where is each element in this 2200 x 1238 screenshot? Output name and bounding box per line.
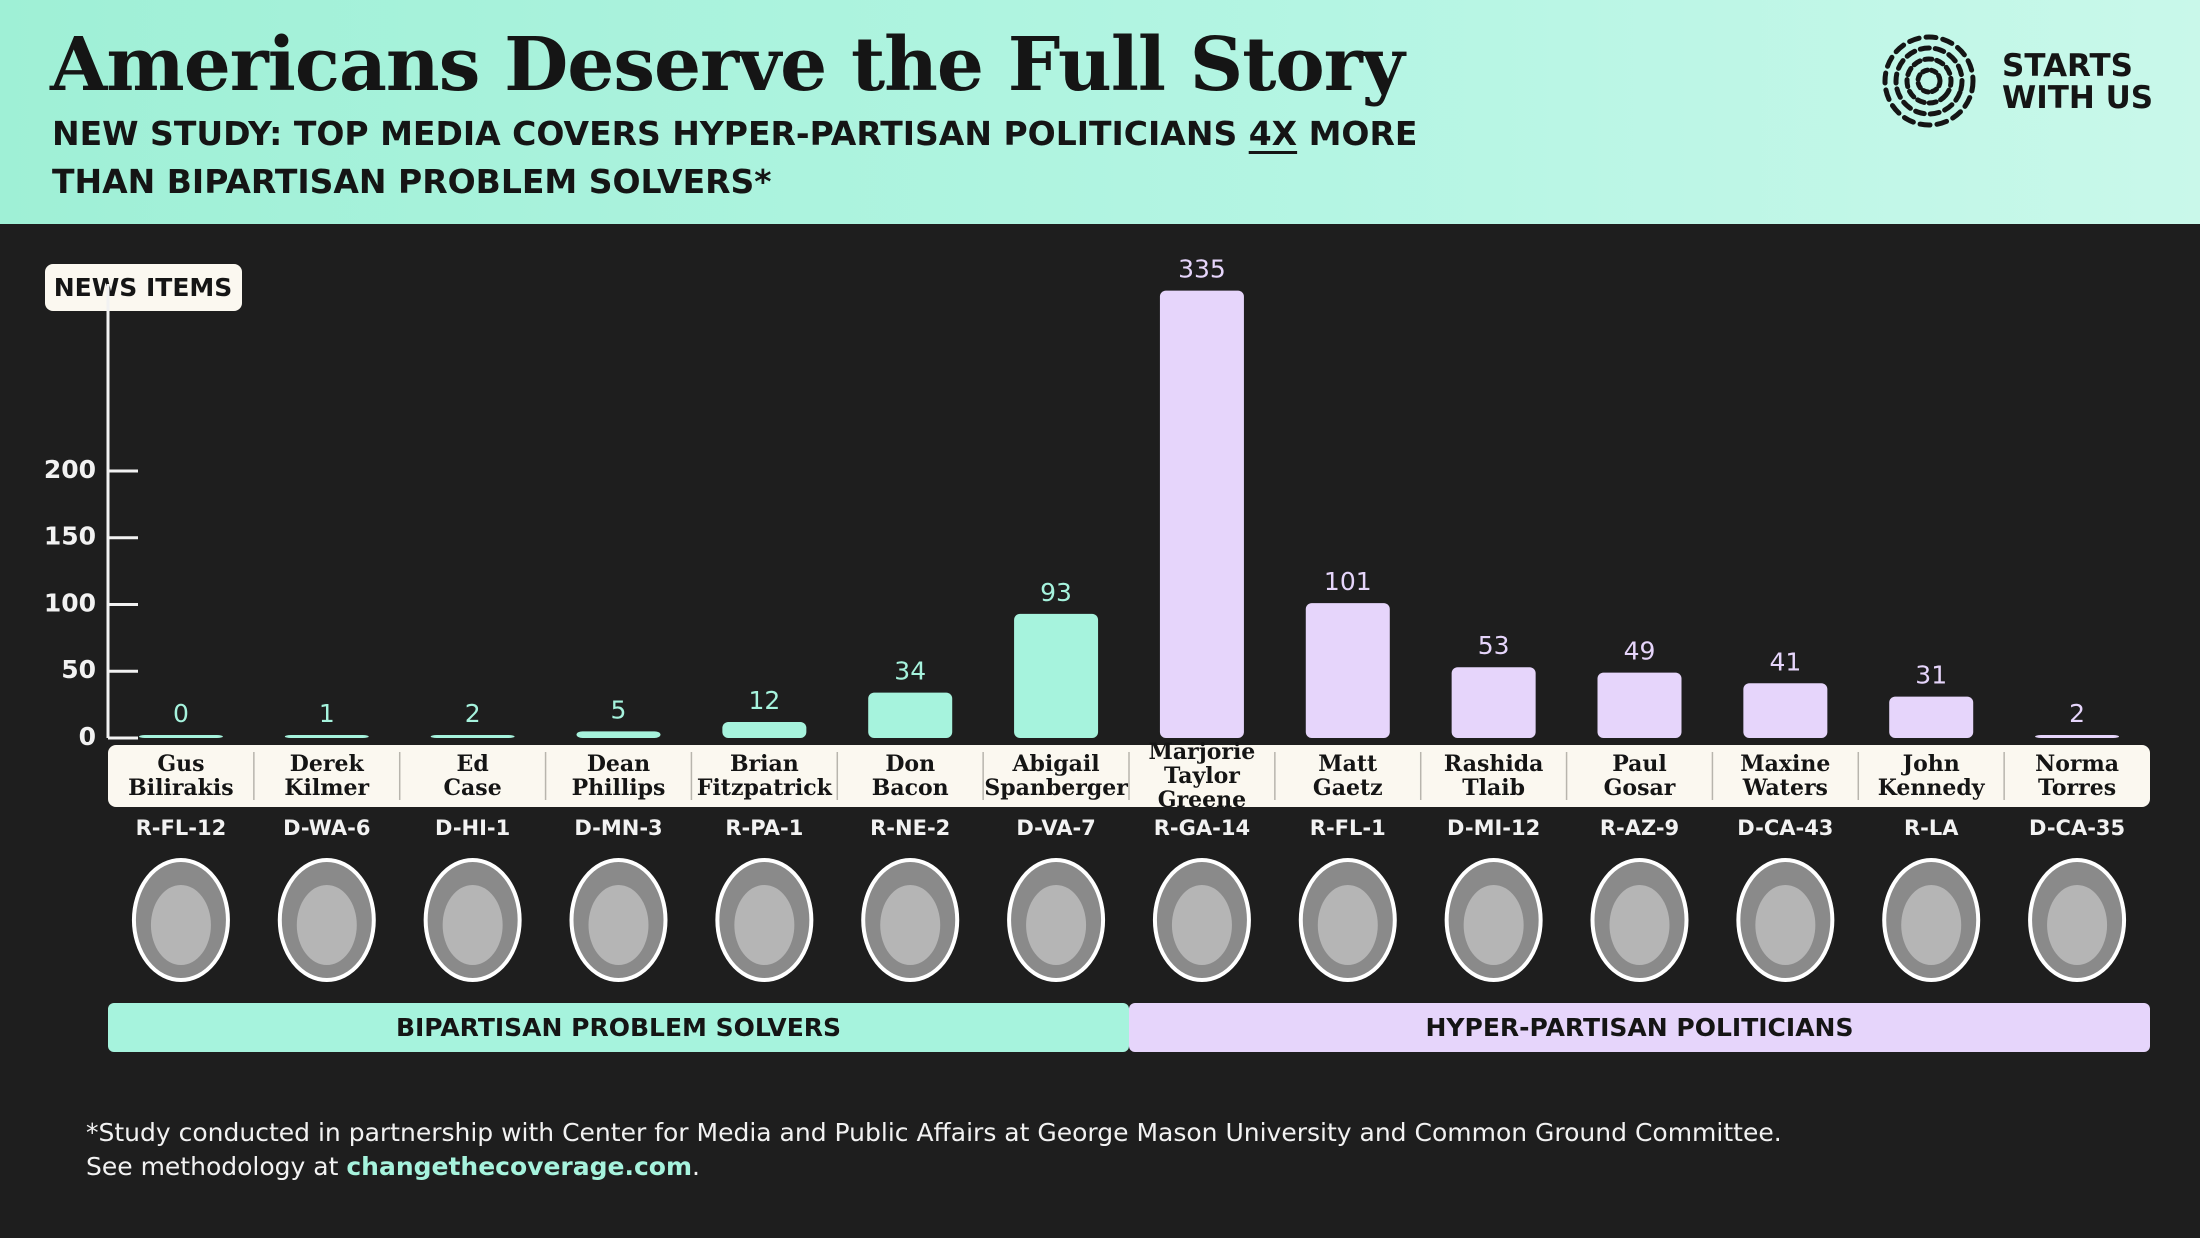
district-label: R-PA-1 bbox=[725, 816, 803, 840]
portrait-face bbox=[1317, 885, 1378, 965]
y-tick-label: 100 bbox=[44, 588, 96, 617]
category-label: Abigail Spanberger bbox=[984, 751, 1128, 801]
category-label: Dean Phillips bbox=[571, 751, 666, 801]
bar bbox=[1305, 603, 1390, 738]
value-label: 12 bbox=[748, 686, 780, 715]
category-label: Norma Torres bbox=[2035, 751, 2120, 801]
district-label: R-FL-1 bbox=[1310, 816, 1386, 840]
portrait-face bbox=[734, 885, 795, 965]
y-tick-label: 50 bbox=[61, 655, 96, 684]
district-label: R-GA-14 bbox=[1154, 816, 1250, 840]
portrait-face bbox=[1463, 885, 1524, 965]
bar bbox=[576, 731, 661, 738]
value-label: 5 bbox=[611, 695, 627, 724]
portrait-face bbox=[2047, 885, 2108, 965]
district-label: D-HI-1 bbox=[435, 816, 510, 840]
bar bbox=[1451, 667, 1536, 738]
footnote-line: *Study conducted in partnership with Cen… bbox=[86, 1118, 1782, 1147]
y-label-box bbox=[45, 264, 242, 311]
portrait-face bbox=[1171, 885, 1232, 965]
value-label: 1 bbox=[319, 699, 335, 728]
bar bbox=[1597, 672, 1682, 738]
header: Americans Deserve the Full Story NEW STU… bbox=[0, 0, 2200, 224]
legend-group: HYPER-PARTISAN POLITICIANS bbox=[1129, 1003, 2150, 1052]
value-label: 34 bbox=[894, 657, 926, 686]
bar bbox=[1889, 696, 1974, 738]
bar bbox=[868, 692, 953, 738]
category-label: Matt Gaetz bbox=[1312, 751, 1383, 801]
bar bbox=[1743, 683, 1828, 738]
district-label: D-VA-7 bbox=[1016, 816, 1095, 840]
district-label: D-CA-43 bbox=[1737, 816, 1833, 840]
logo-icon bbox=[1882, 34, 1976, 128]
bar bbox=[1159, 290, 1244, 738]
portrait-face bbox=[1026, 885, 1087, 965]
bar bbox=[138, 735, 223, 738]
value-label: 53 bbox=[1478, 631, 1510, 660]
category-label: John Kennedy bbox=[1877, 751, 1985, 801]
logo-text: STARTS WITH US bbox=[2002, 48, 2154, 116]
y-tick-label: 150 bbox=[44, 522, 96, 551]
subtitle: NEW STUDY: TOP MEDIA COVERS HYPER-PARTIS… bbox=[52, 110, 1452, 206]
value-label: 2 bbox=[2069, 699, 2085, 728]
subtitle-text: NEW STUDY: TOP MEDIA COVERS HYPER-PARTIS… bbox=[52, 114, 1249, 153]
district-label: R-FL-12 bbox=[136, 816, 227, 840]
portrait-face bbox=[150, 885, 211, 965]
legend-group: BIPARTISAN PROBLEM SOLVERS bbox=[108, 1003, 1129, 1052]
value-label: 93 bbox=[1040, 578, 1072, 607]
portrait-face bbox=[296, 885, 357, 965]
category-label: Derek Kilmer bbox=[284, 751, 370, 801]
category-label: Maxine Waters bbox=[1740, 751, 1831, 801]
portrait-face bbox=[588, 885, 649, 965]
category-label: Don Bacon bbox=[871, 751, 949, 801]
portrait-face bbox=[880, 885, 941, 965]
value-label: 2 bbox=[465, 699, 481, 728]
district-label: D-MN-3 bbox=[574, 816, 662, 840]
bar bbox=[2035, 735, 2120, 738]
bar bbox=[1014, 613, 1099, 738]
portrait-face bbox=[1755, 885, 1816, 965]
category-label: Ed Case bbox=[443, 751, 502, 801]
category-label: Gus Bilirakis bbox=[128, 751, 234, 801]
y-axis-label: NEWS ITEMS bbox=[54, 273, 233, 302]
value-label: 101 bbox=[1324, 567, 1372, 596]
value-label: 49 bbox=[1624, 637, 1656, 666]
category-label: Marjorie Taylor Greene bbox=[1148, 739, 1256, 813]
bar bbox=[284, 735, 369, 738]
category-label: Paul Gosar bbox=[1603, 751, 1676, 801]
portrait-face bbox=[1609, 885, 1670, 965]
value-label: 31 bbox=[1915, 661, 1947, 690]
footnote-text: . bbox=[692, 1152, 700, 1181]
district-label: D-MI-12 bbox=[1447, 816, 1540, 840]
category-label: Brian Fitzpatrick bbox=[696, 751, 832, 801]
subtitle-text: MORE THAN BIPARTISAN PROBLEM SOLVERS* bbox=[52, 114, 1429, 201]
bar bbox=[430, 735, 515, 738]
district-label: R-LA bbox=[1904, 816, 1959, 840]
subtitle-emphasis: 4X bbox=[1248, 114, 1298, 153]
district-label: D-WA-6 bbox=[283, 816, 370, 840]
district-label: R-NE-2 bbox=[870, 816, 950, 840]
footnote: *Study conducted in partnership with Cen… bbox=[86, 1116, 1782, 1184]
district-label: D-CA-35 bbox=[2029, 816, 2125, 840]
footnote-text: See methodology at bbox=[86, 1152, 347, 1181]
footnote-line: See methodology at changethecoverage.com… bbox=[86, 1150, 1782, 1184]
portrait-face bbox=[442, 885, 503, 965]
y-tick-label: 0 bbox=[79, 722, 96, 751]
title: Americans Deserve the Full Story bbox=[50, 22, 1405, 108]
value-label: 0 bbox=[173, 699, 189, 728]
value-label: 41 bbox=[1769, 647, 1801, 676]
district-label: R-AZ-9 bbox=[1600, 816, 1679, 840]
footnote-link[interactable]: changethecoverage.com bbox=[346, 1152, 693, 1181]
category-label: Rashida Tlaib bbox=[1443, 751, 1544, 801]
value-label: 335 bbox=[1178, 255, 1226, 284]
bar bbox=[722, 721, 807, 738]
portrait-face bbox=[1901, 885, 1962, 965]
y-tick-label: 200 bbox=[44, 455, 96, 484]
